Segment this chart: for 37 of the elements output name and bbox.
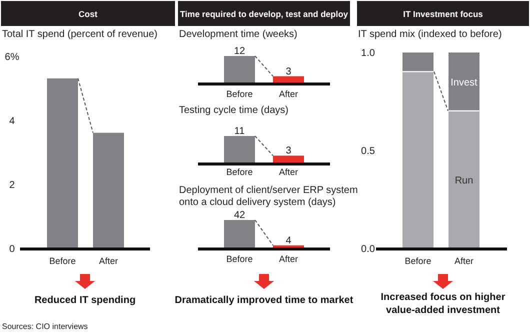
x-tick-label: Before — [226, 89, 253, 99]
x-tick-label: After — [278, 89, 298, 99]
y-axis-title: IT spend mix (indexed to before) — [358, 29, 502, 40]
y-tick-label: 0.5 — [361, 146, 376, 157]
text: Dramatically improved time to market — [174, 295, 354, 306]
y-tick-label: 1.0 — [361, 48, 376, 59]
text: Increased focus on higher value-added investment — [380, 292, 506, 316]
data-label: 42 — [234, 210, 246, 221]
y-tick-label: 4 — [9, 116, 16, 127]
data-label: 12 — [234, 46, 246, 57]
data-label: 4 — [286, 235, 292, 246]
y-tick-label: 6% — [4, 52, 20, 63]
y-tick-label: 2 — [9, 180, 16, 191]
y-tick-label: 0 — [9, 244, 16, 255]
text: Reduced IT spending — [34, 295, 136, 306]
x-tick-label: Before — [49, 256, 76, 266]
y-axis-title: Deployment of client/server ERP system onto a cloud delivery system (days) — [179, 185, 358, 208]
chart-title: IT Investment focus — [403, 9, 484, 19]
x-tick-label: Before — [226, 254, 253, 264]
x-tick-label: Before — [226, 167, 253, 177]
y-tick-label: 0.0 — [361, 244, 376, 255]
source-note: Sources: CIO interviews — [2, 322, 88, 331]
y-axis-title: Total IT spend (percent of revenue) — [2, 29, 158, 40]
x-tick-label: After — [98, 256, 118, 266]
x-tick-label: Before — [404, 256, 432, 266]
chart-title: Time required to develop, test and deploy — [180, 9, 348, 19]
chart-title: Cost — [78, 9, 98, 19]
data-label: 3 — [286, 66, 292, 78]
series-label: Run — [454, 175, 474, 186]
x-tick-label: After — [454, 256, 474, 266]
y-axis-title: Development time (weeks) — [179, 29, 298, 40]
data-label: 3 — [286, 146, 292, 157]
y-axis-title: Testing cycle time (days) — [179, 105, 288, 116]
x-tick-label: After — [278, 254, 298, 264]
series-label: Invest — [450, 77, 478, 88]
x-tick-label: After — [278, 167, 298, 177]
data-label: 11 — [234, 126, 246, 137]
